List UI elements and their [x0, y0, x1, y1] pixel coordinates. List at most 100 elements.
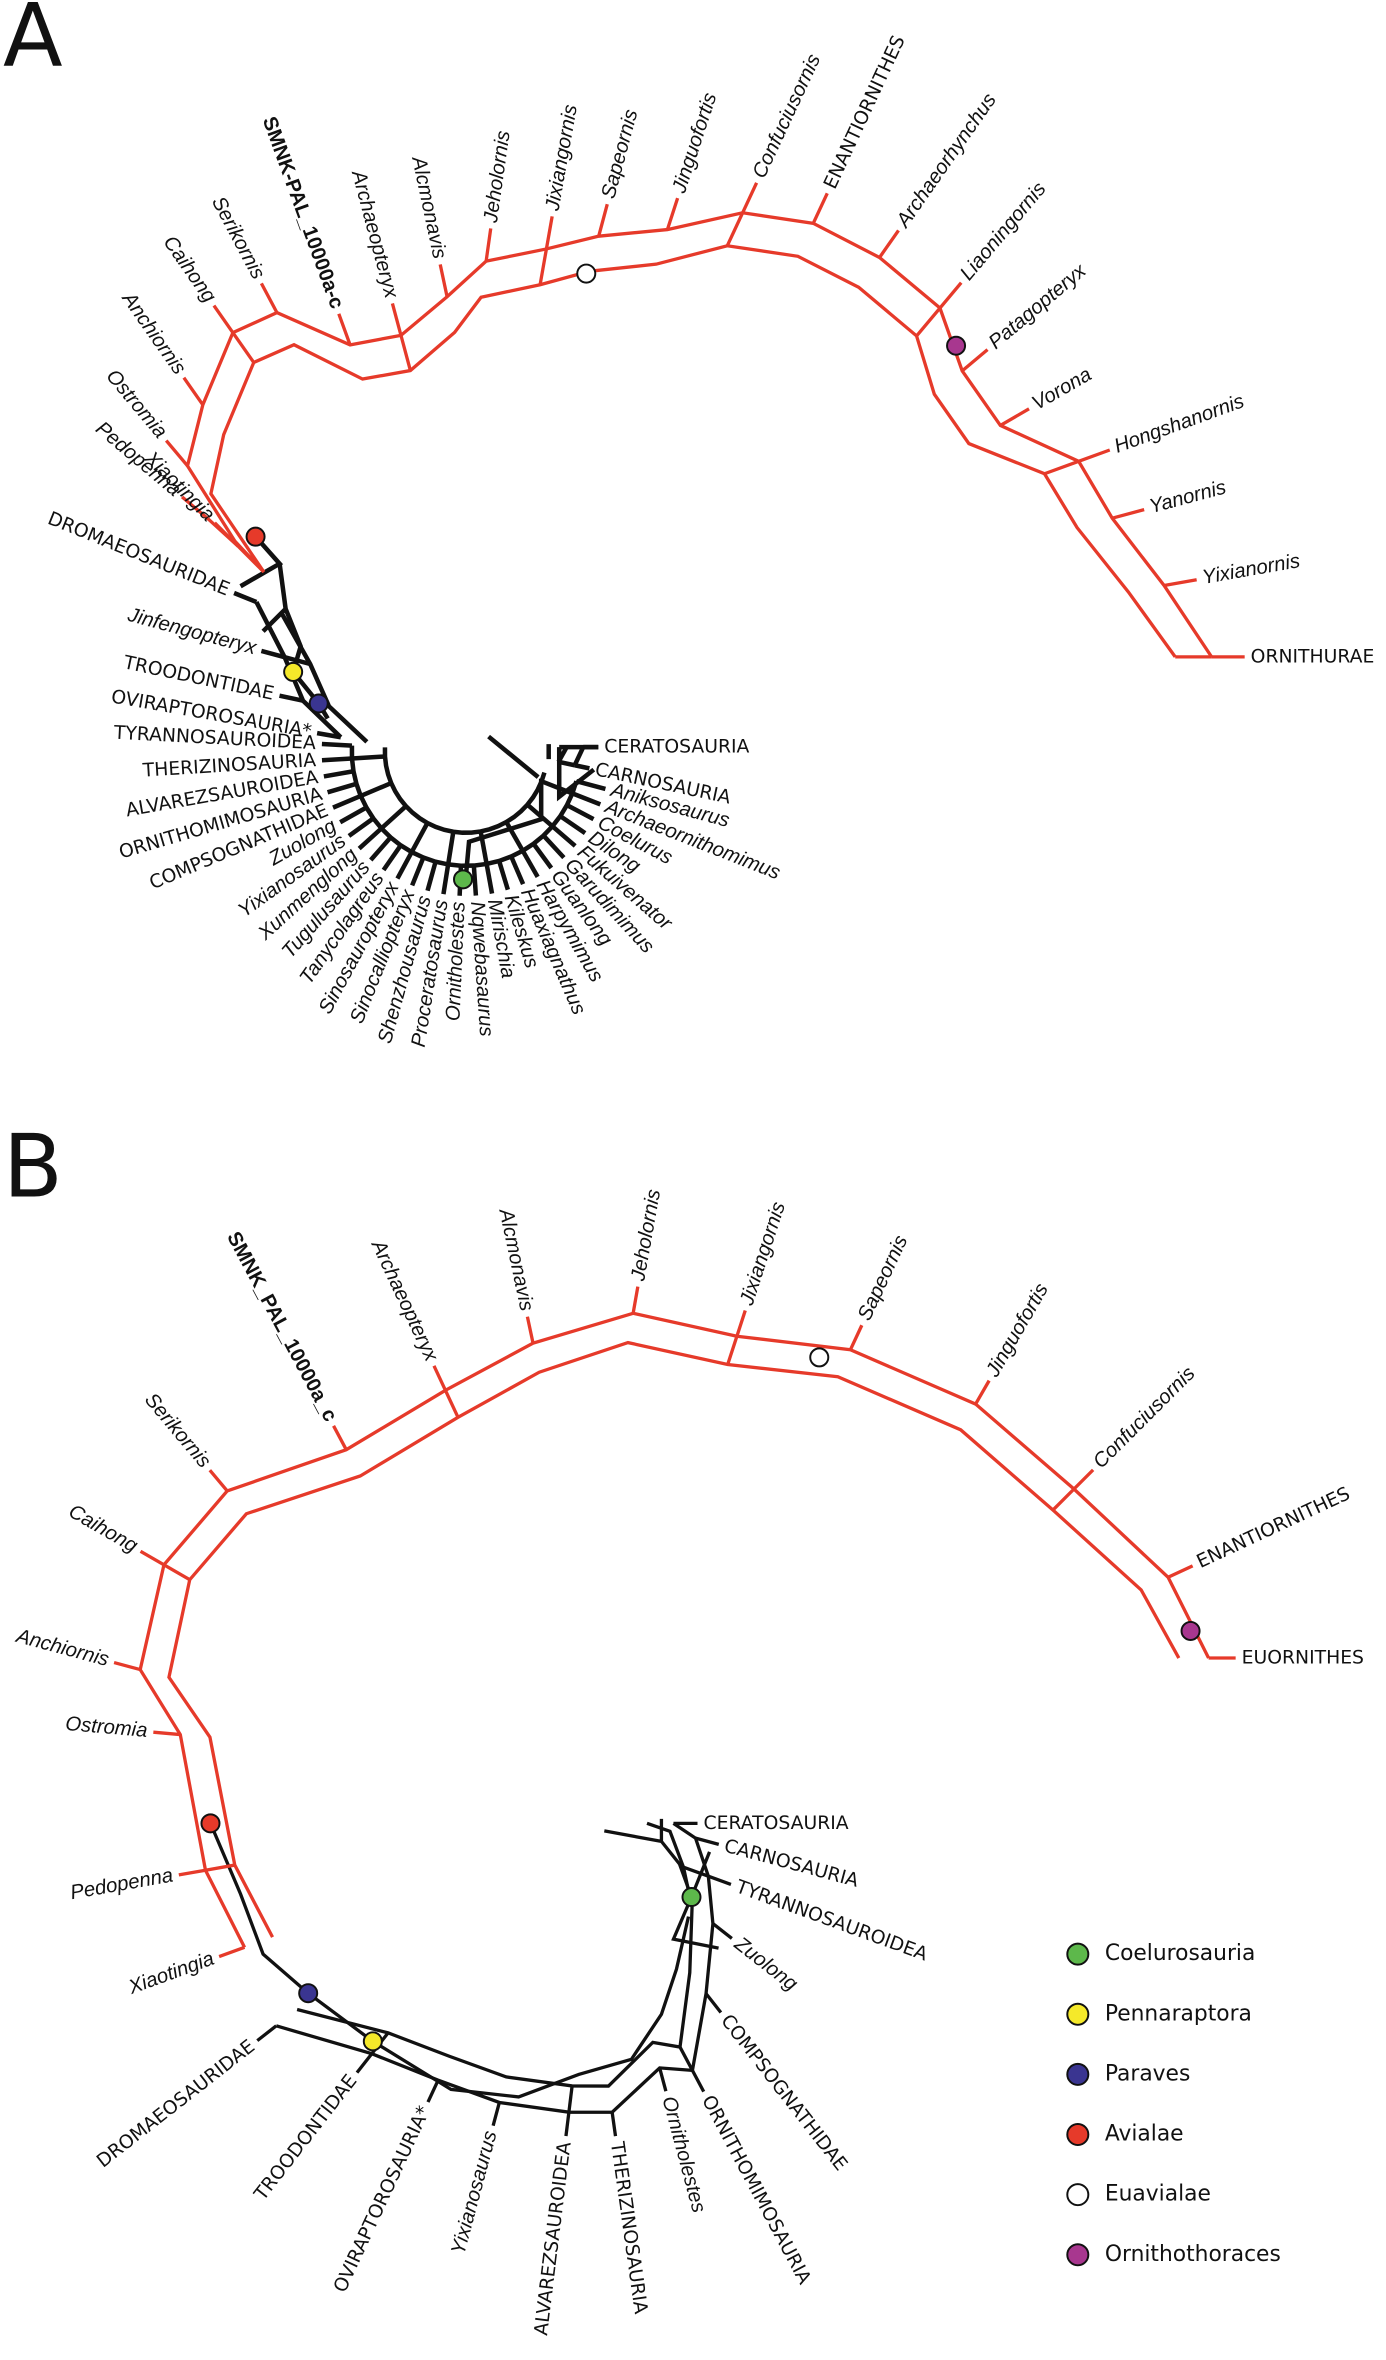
tip-branch [999, 407, 1030, 427]
taxon-label: Alcmonavis [407, 154, 450, 261]
node-marker [200, 1813, 221, 1834]
branch [231, 331, 256, 364]
branch [138, 1311, 1211, 1949]
branch [278, 610, 369, 744]
tip-branch [357, 826, 383, 851]
branch [296, 1821, 694, 2088]
taxon-label: THERIZINOSAURIA [606, 2140, 651, 2316]
tip-branch [279, 693, 304, 703]
node-marker [576, 263, 597, 284]
tip-branch [233, 590, 258, 605]
taxon-label: TROODONTIDAE [250, 2071, 361, 2205]
branch [725, 212, 745, 247]
tip-branch [260, 648, 286, 660]
tip-branch [704, 1992, 723, 2014]
taxon-label: Patagopteryx [985, 259, 1091, 353]
branch [167, 1340, 1181, 1938]
tip-branch [741, 182, 759, 214]
tip-branch [180, 495, 209, 520]
branch [409, 821, 430, 854]
branch [1043, 459, 1080, 476]
taxon-label: Caihong [159, 232, 221, 307]
tip-branch [974, 1379, 991, 1405]
tip-branch [525, 1316, 535, 1344]
tip-branch [658, 2067, 668, 2092]
branch [163, 1563, 191, 1582]
branch [359, 781, 393, 799]
branch [443, 1389, 460, 1419]
legend-label: Paraves [1105, 2061, 1190, 2086]
legend-swatch [1066, 2062, 1090, 2086]
taxon-label: Yanornis [1147, 477, 1229, 519]
taxon-label: OVIRAPTOROSAURIA* [330, 2103, 435, 2296]
branch [399, 334, 412, 371]
tip-branch [961, 348, 989, 373]
tip-branch [332, 793, 362, 810]
branch [558, 759, 576, 768]
branch [236, 545, 266, 574]
taxon-label: ORNITHURAE [1251, 646, 1375, 667]
taxon-label: ENANTIORNITHES [820, 33, 909, 193]
taxon-label: Liaoningornis [956, 178, 1050, 285]
branch [540, 779, 574, 796]
tip-branch [665, 197, 680, 231]
taxon-label: Ostromia [64, 1713, 148, 1742]
taxon-label: Confuciusornis [1089, 1363, 1199, 1473]
tip-branch [441, 864, 451, 895]
tip-branch [496, 860, 510, 891]
tip-branch [559, 814, 587, 835]
legend-label: Euavialae [1105, 2182, 1211, 2207]
tip-branch [432, 1365, 447, 1392]
tip-branch [256, 2024, 278, 2042]
branch [445, 831, 456, 865]
taxon-label: Jinfengopteryx [124, 604, 259, 660]
tip-branch [574, 763, 590, 771]
node-marker [809, 1347, 830, 1368]
tip-branch [484, 863, 495, 894]
tip-branch [695, 1836, 720, 1846]
tip-branch [259, 282, 279, 314]
tip-branch [208, 1469, 229, 1493]
tip-branch [848, 1324, 864, 1351]
taxon-label: EUORNITHES [1242, 1648, 1364, 1669]
tip-branch [1111, 508, 1145, 520]
branch [504, 820, 525, 852]
tip-branch [509, 855, 526, 886]
node-marker [946, 335, 967, 356]
taxon-label: Serikornis [207, 193, 269, 283]
node-marker [362, 2031, 383, 2052]
tip-branch [531, 842, 554, 870]
tip-branch [1167, 1564, 1194, 1579]
taxon-label: Jeholornis [480, 129, 515, 225]
tip-branch [1072, 1468, 1095, 1491]
taxon-label: Anchiornis [13, 1625, 111, 1671]
legend-swatch [1066, 2002, 1090, 2026]
tip-branch [113, 1660, 141, 1672]
tip-branch [571, 791, 602, 807]
branch [567, 2085, 574, 2113]
tip-branch [153, 1730, 181, 1737]
branch [208, 1822, 691, 2099]
tip-branch [381, 844, 403, 872]
tip-branch [390, 303, 403, 336]
legend-label: Ornithothoraces [1105, 2242, 1281, 2267]
taxon-label: ENANTIORNITHES [1194, 1483, 1354, 1572]
node-marker [681, 1887, 702, 1908]
tip-branch [544, 216, 554, 250]
taxon-label: ALVAREZSAUROIDEA [531, 2141, 576, 2337]
tip-branch [321, 756, 353, 763]
tip-branch [690, 2069, 706, 2093]
tip-branch [321, 741, 353, 748]
branch [556, 745, 569, 763]
taxon-label: Archaeopteryx [347, 167, 403, 301]
tip-branch [811, 192, 829, 225]
tip-branch [610, 2112, 618, 2137]
taxon-label: Hongshanornis [1111, 390, 1247, 457]
taxon-label: Confuciusornis [749, 51, 826, 182]
node-marker [308, 693, 329, 714]
taxon-label: SMNK-PAL_10000a-c [258, 114, 348, 312]
node-marker [1180, 1620, 1201, 1641]
tip-branch [369, 835, 393, 862]
branch [185, 211, 1213, 658]
